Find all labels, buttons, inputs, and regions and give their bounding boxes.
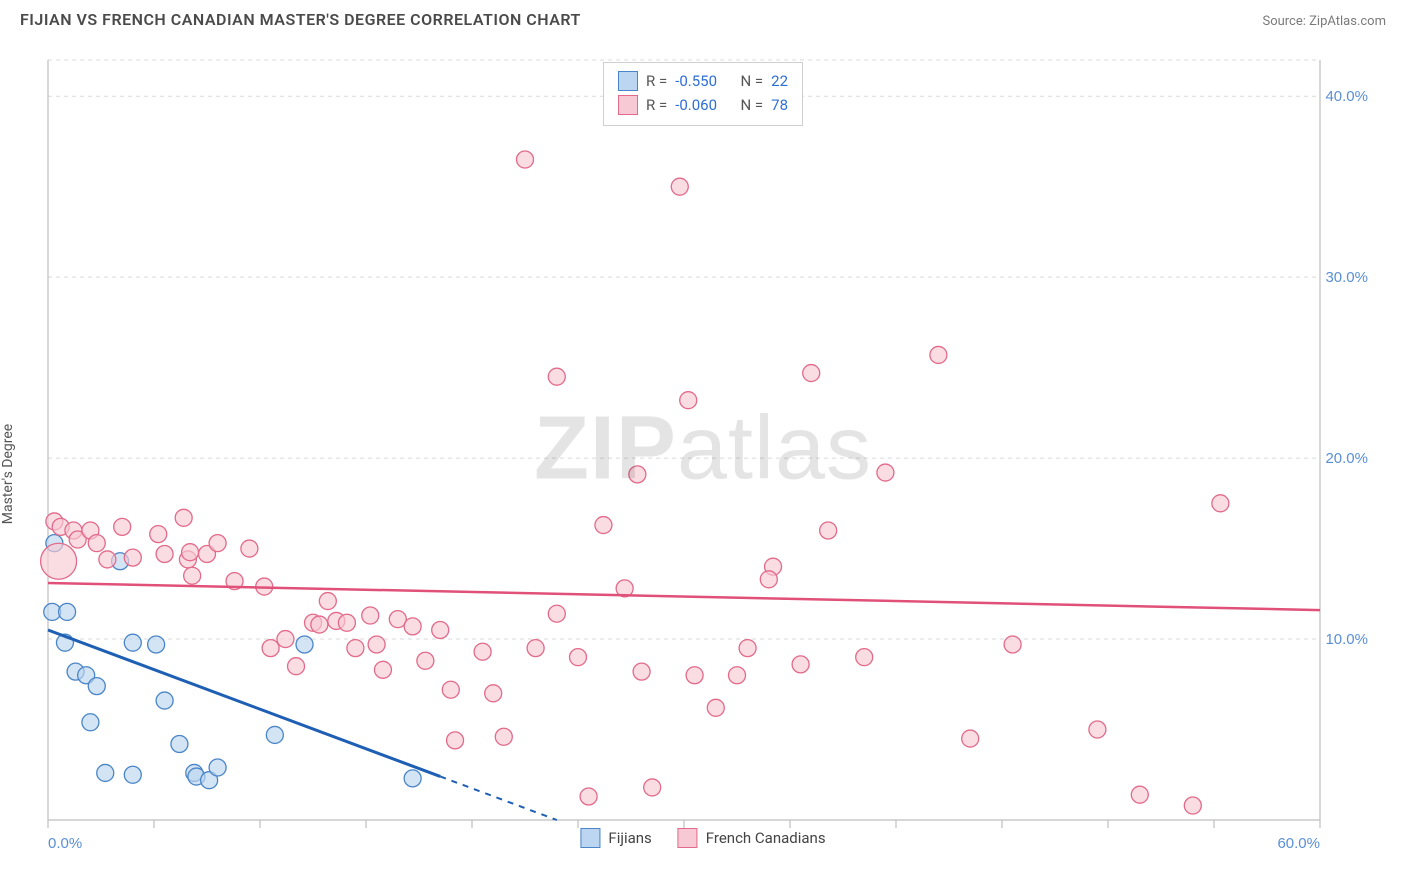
bottom-legend: Fijians French Canadians bbox=[580, 828, 825, 848]
stats-legend-box: R = -0.550 N = 22 R = -0.060 N = 78 bbox=[603, 62, 803, 126]
n-value: 22 bbox=[771, 69, 788, 93]
fijians-swatch bbox=[580, 828, 600, 848]
scatter-plot-svg: 0.0% 60.0% 10.0% 20.0% 30.0% 40.0% bbox=[0, 40, 1406, 892]
r-label: R = bbox=[646, 93, 667, 117]
chart-source: Source: ZipAtlas.com bbox=[1262, 14, 1386, 29]
legend-item-french-canadians: French Canadians bbox=[678, 828, 826, 848]
french-canadians-swatch bbox=[678, 828, 698, 848]
legend-item-fijians: Fijians bbox=[580, 828, 651, 848]
r-value: -0.550 bbox=[675, 69, 717, 93]
svg-text:30.0%: 30.0% bbox=[1325, 269, 1368, 286]
svg-text:60.0%: 60.0% bbox=[1277, 835, 1320, 852]
stats-row-french-canadians: R = -0.060 N = 78 bbox=[618, 93, 788, 117]
french-canadians-swatch bbox=[618, 95, 638, 115]
n-label: N = bbox=[740, 93, 763, 117]
n-label: N = bbox=[740, 69, 763, 93]
r-value: -0.060 bbox=[675, 93, 717, 117]
svg-text:20.0%: 20.0% bbox=[1325, 450, 1368, 467]
y-axis-label: Master's Degree bbox=[0, 424, 16, 524]
stats-row-fijians: R = -0.550 N = 22 bbox=[618, 69, 788, 93]
r-label: R = bbox=[646, 69, 667, 93]
svg-text:40.0%: 40.0% bbox=[1325, 88, 1368, 105]
svg-text:10.0%: 10.0% bbox=[1325, 631, 1368, 648]
n-value: 78 bbox=[771, 93, 788, 117]
chart-area: Master's Degree 0.0% 60.0% 10.0% 20.0% 30.0%… bbox=[0, 40, 1406, 892]
fijians-swatch bbox=[618, 71, 638, 91]
chart-title: FIJIAN VS FRENCH CANADIAN MASTER'S DEGRE… bbox=[20, 10, 581, 29]
svg-text:0.0%: 0.0% bbox=[48, 835, 82, 852]
legend-label: Fijians bbox=[608, 829, 651, 847]
legend-label: French Canadians bbox=[706, 829, 826, 847]
chart-header: FIJIAN VS FRENCH CANADIAN MASTER'S DEGRE… bbox=[0, 0, 1406, 35]
